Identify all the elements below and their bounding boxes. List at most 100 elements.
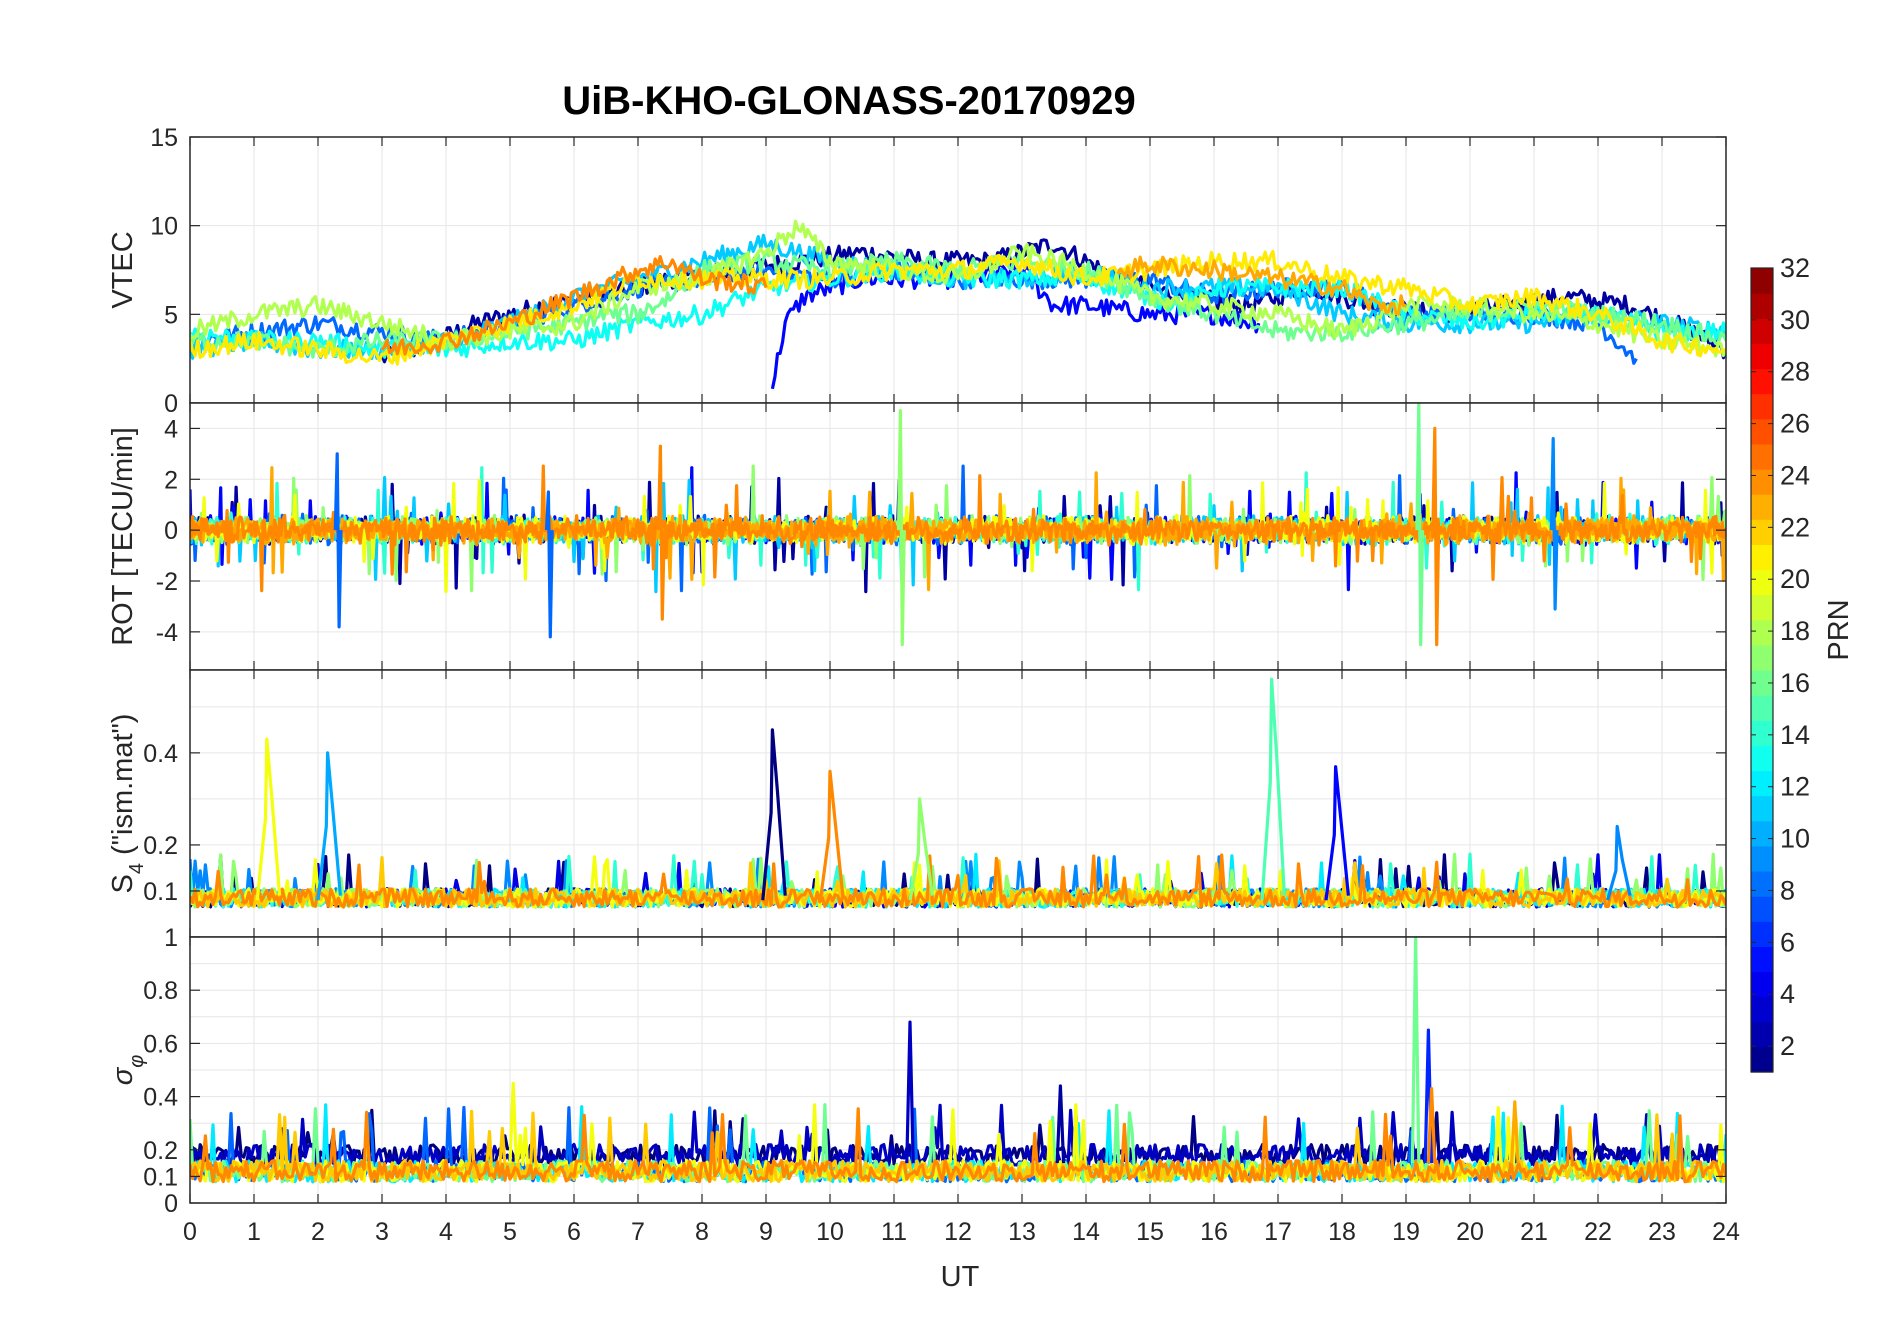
x-tick-label: 17 bbox=[1264, 1218, 1292, 1246]
x-tick-label: 8 bbox=[695, 1218, 709, 1246]
colorbar-tick-label: 16 bbox=[1780, 668, 1810, 698]
y-tick-label: 2 bbox=[164, 466, 178, 494]
colorbar-segment bbox=[1751, 695, 1773, 721]
colorbar-segment bbox=[1751, 519, 1773, 545]
y-tick-label: 0 bbox=[164, 517, 178, 545]
colorbar-segment bbox=[1751, 996, 1773, 1023]
rot-spike bbox=[333, 452, 343, 629]
rot-spike bbox=[1415, 403, 1425, 647]
colorbar-segment bbox=[1751, 494, 1773, 520]
s4-peak-prn-9 bbox=[1606, 824, 1632, 901]
vtec-series-prn-23 bbox=[1116, 255, 1407, 316]
x-axis-label: UT bbox=[941, 1261, 980, 1293]
y-tick-label: 0.4 bbox=[143, 740, 178, 768]
y-tick-label: 0.2 bbox=[143, 1137, 178, 1165]
colorbar-segment bbox=[1751, 971, 1773, 998]
colorbar-segment bbox=[1751, 619, 1773, 646]
colorbar-tick-label: 14 bbox=[1780, 720, 1810, 750]
y-tick-label: 0 bbox=[164, 1190, 178, 1218]
panel-rot-series bbox=[190, 403, 1726, 647]
y-axis-label-s4: S4 ("ism.mat") bbox=[107, 714, 148, 894]
colorbar-segment bbox=[1751, 745, 1773, 772]
x-axis: 0 1 2 3 4 5 6 7 8 9 10 11 12 13 14 15 16 17 18 19 20 21 22 23 24 bbox=[183, 1218, 1740, 1246]
x-tick-label: 2 bbox=[311, 1218, 325, 1246]
sigma-peak-prn-16 bbox=[1410, 937, 1421, 1164]
colorbar-segment bbox=[1751, 921, 1773, 947]
x-tick-label: 4 bbox=[439, 1218, 453, 1246]
colorbar-tick-label: 26 bbox=[1780, 409, 1810, 439]
colorbar-tick-label: 2 bbox=[1780, 1031, 1795, 1061]
rot-series-prn-24 bbox=[190, 464, 1726, 593]
panel-rot: -4 -2 0 2 4 ROT [TECU/min] bbox=[107, 402, 1727, 671]
colorbar-segment bbox=[1751, 368, 1773, 395]
colorbar-tick-label: 10 bbox=[1780, 824, 1810, 854]
colorbar-segment bbox=[1751, 594, 1773, 621]
y-tick-label: -2 bbox=[156, 568, 178, 596]
s4-peak-prn-15 bbox=[1260, 677, 1286, 901]
colorbar-segment bbox=[1751, 871, 1773, 897]
vtec-series-prn-24 bbox=[380, 255, 768, 356]
x-tick-label: 13 bbox=[1008, 1218, 1036, 1246]
rot-spike bbox=[1549, 437, 1559, 611]
s4-series-prn-22 bbox=[190, 856, 1726, 909]
x-tick-label: 1 bbox=[247, 1218, 261, 1246]
panel-s4: 0.1 0.2 0.4S4 ("ism.mat") bbox=[107, 669, 1727, 938]
colorbar-segment bbox=[1751, 443, 1773, 470]
colorbar-tick-label: 24 bbox=[1780, 460, 1810, 490]
y-tick-label: 0.1 bbox=[143, 1163, 178, 1191]
y-tick-label: 4 bbox=[164, 415, 178, 443]
colorbar-segment bbox=[1751, 1021, 1773, 1048]
s4-peak-prn-20 bbox=[255, 737, 282, 901]
s4-peak-prn-17 bbox=[908, 797, 934, 901]
colorbar-tick-label: 18 bbox=[1780, 616, 1810, 646]
colorbar-tick-label: 4 bbox=[1780, 979, 1795, 1009]
y-tick-label: 0.6 bbox=[143, 1030, 178, 1058]
colorbar-tick-label: 8 bbox=[1780, 875, 1795, 905]
y-tick-label: 0.1 bbox=[143, 878, 178, 906]
s4-series-prn-24 bbox=[190, 853, 1726, 909]
colorbar-segment bbox=[1751, 268, 1773, 294]
colorbar-frame bbox=[1750, 267, 1774, 1073]
y-axis-label-rot: ROT [TECU/min] bbox=[107, 427, 139, 646]
x-tick-label: 14 bbox=[1072, 1218, 1100, 1246]
colorbar-segment bbox=[1751, 393, 1773, 420]
y-tick-label: 0.4 bbox=[143, 1084, 178, 1112]
colorbar-tick-label: 12 bbox=[1780, 772, 1810, 802]
x-tick-label: 23 bbox=[1648, 1218, 1676, 1246]
colorbar-tick-label: 30 bbox=[1780, 305, 1810, 335]
x-tick-label: 21 bbox=[1520, 1218, 1548, 1246]
colorbar-segment bbox=[1751, 795, 1773, 822]
x-tick-label: 16 bbox=[1200, 1218, 1228, 1246]
y-axis-label-sigma_phi: σφ bbox=[107, 1055, 148, 1086]
colorbar-segment bbox=[1751, 644, 1773, 671]
x-tick-label: 9 bbox=[759, 1218, 773, 1246]
panel-sigma_phi: 00.10.2 0.4 0.6 0.8 1 σφ bbox=[107, 924, 1727, 1218]
rot-spike bbox=[656, 444, 666, 621]
y-tick-label: 15 bbox=[150, 124, 178, 152]
rot-spike bbox=[1431, 426, 1441, 647]
colorbar-segment bbox=[1751, 770, 1773, 797]
x-tick-label: 7 bbox=[631, 1218, 645, 1246]
sigma-series-prn-24 bbox=[190, 1107, 1726, 1184]
x-tick-label: 11 bbox=[881, 1218, 907, 1246]
s4-peak-prn-10 bbox=[316, 751, 342, 901]
y-tick-label: 10 bbox=[150, 213, 178, 241]
colorbar-segment bbox=[1751, 896, 1773, 922]
colorbar-segment bbox=[1751, 544, 1773, 571]
sigma-peak-prn-23 bbox=[1510, 1100, 1520, 1164]
colorbar-segment bbox=[1751, 418, 1773, 445]
sigma-peak-prn-20 bbox=[508, 1081, 518, 1164]
colorbar-segment bbox=[1751, 293, 1773, 319]
x-tick-label: 0 bbox=[183, 1218, 197, 1246]
x-tick-label: 10 bbox=[816, 1218, 844, 1246]
colorbar-segment bbox=[1751, 845, 1773, 872]
x-tick-label: 3 bbox=[375, 1218, 389, 1246]
panel-sigma_phi-series bbox=[190, 937, 1726, 1184]
colorbar-segment bbox=[1751, 1046, 1773, 1073]
y-tick-label: 0 bbox=[164, 390, 178, 418]
sigma-peak-prn-2 bbox=[1055, 1084, 1066, 1164]
x-tick-label: 18 bbox=[1328, 1218, 1356, 1246]
